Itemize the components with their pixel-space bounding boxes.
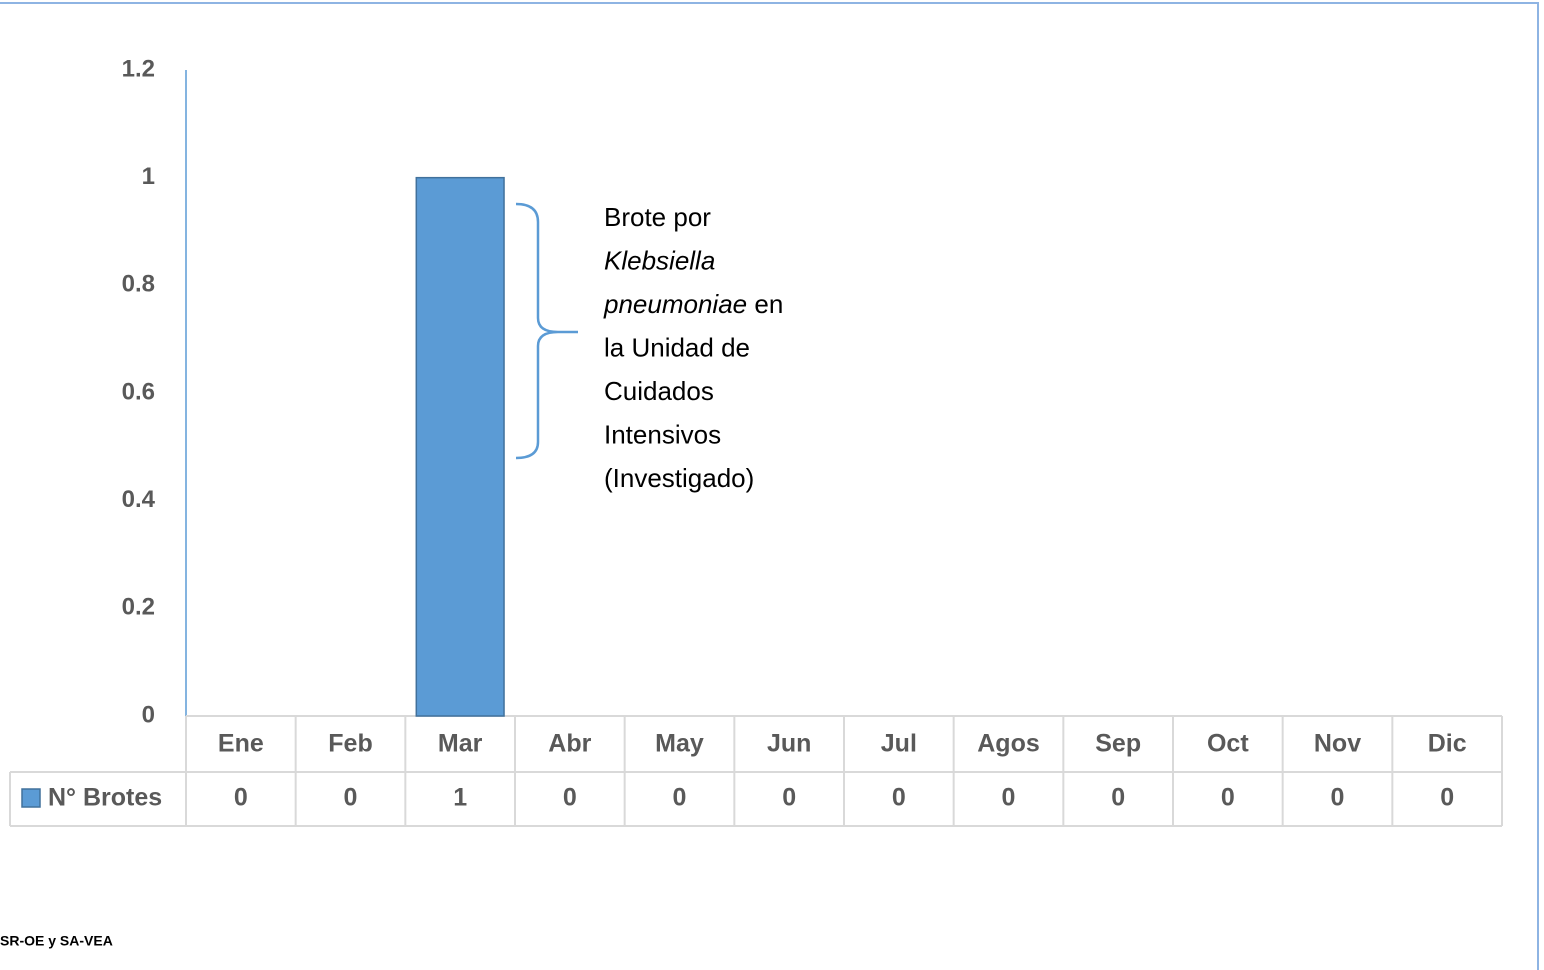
x-tick-label: Feb — [328, 730, 372, 758]
x-tick-label: Oct — [1207, 730, 1249, 758]
annotation-text: pneumoniae — [603, 289, 747, 319]
table-value: 0 — [673, 784, 687, 812]
annotation-line: la Unidad de — [604, 332, 750, 362]
x-tick-label: Jun — [767, 730, 811, 758]
table-value: 0 — [782, 784, 796, 812]
y-tick-label: 0.2 — [122, 594, 155, 621]
table-value: 0 — [1331, 784, 1345, 812]
table-value: 0 — [563, 784, 577, 812]
annotation-line: (Investigado) — [604, 463, 754, 493]
x-tick-label: Sep — [1095, 730, 1141, 758]
table-value: 0 — [234, 784, 248, 812]
annotation-text: (Investigado) — [604, 463, 754, 493]
annotation-text: la Unidad de — [604, 332, 750, 362]
legend-label: N° Brotes — [48, 784, 162, 812]
y-tick-label: 0.6 — [122, 378, 155, 405]
table-value: 0 — [1002, 784, 1016, 812]
x-tick-label: Agos — [977, 730, 1040, 758]
annotation-line: pneumoniae en — [603, 289, 783, 319]
table-value: 0 — [1221, 784, 1235, 812]
annotation-text: Klebsiella — [604, 245, 715, 275]
y-tick-label: 1.2 — [122, 55, 155, 82]
x-tick-label: Ene — [218, 730, 264, 758]
x-tick-label: Jul — [881, 730, 917, 758]
legend-swatch — [21, 788, 41, 808]
annotation-text: Cuidados — [604, 376, 714, 406]
annotation-line: Intensivos — [604, 419, 721, 449]
table-value: 0 — [892, 784, 906, 812]
y-tick-label: 0.8 — [122, 271, 155, 298]
annotation-bracket — [515, 202, 578, 460]
x-tick-label: Dic — [1428, 730, 1467, 758]
table-value: 0 — [1111, 784, 1125, 812]
source-note: SR-OE y SA-VEA — [0, 933, 113, 949]
x-tick-label: May — [655, 730, 704, 758]
annotation-line: Klebsiella — [604, 245, 715, 275]
table-value: 1 — [453, 784, 467, 812]
table-value: 0 — [1440, 784, 1454, 812]
bar — [415, 176, 505, 717]
y-tick-label: 1 — [142, 163, 155, 190]
annotation-text: en — [754, 289, 783, 319]
x-tick-label: Nov — [1314, 730, 1361, 758]
table-value: 0 — [344, 784, 358, 812]
annotation-text: Brote por — [604, 202, 711, 232]
y-tick-label: 0 — [142, 701, 155, 728]
annotation-text: Intensivos — [604, 419, 721, 449]
annotation-line: Cuidados — [604, 376, 714, 406]
y-tick-label: 0.4 — [122, 486, 156, 513]
annotation-line: Brote por — [604, 202, 711, 232]
x-tick-label: Mar — [438, 730, 483, 758]
x-tick-label: Abr — [548, 730, 591, 758]
